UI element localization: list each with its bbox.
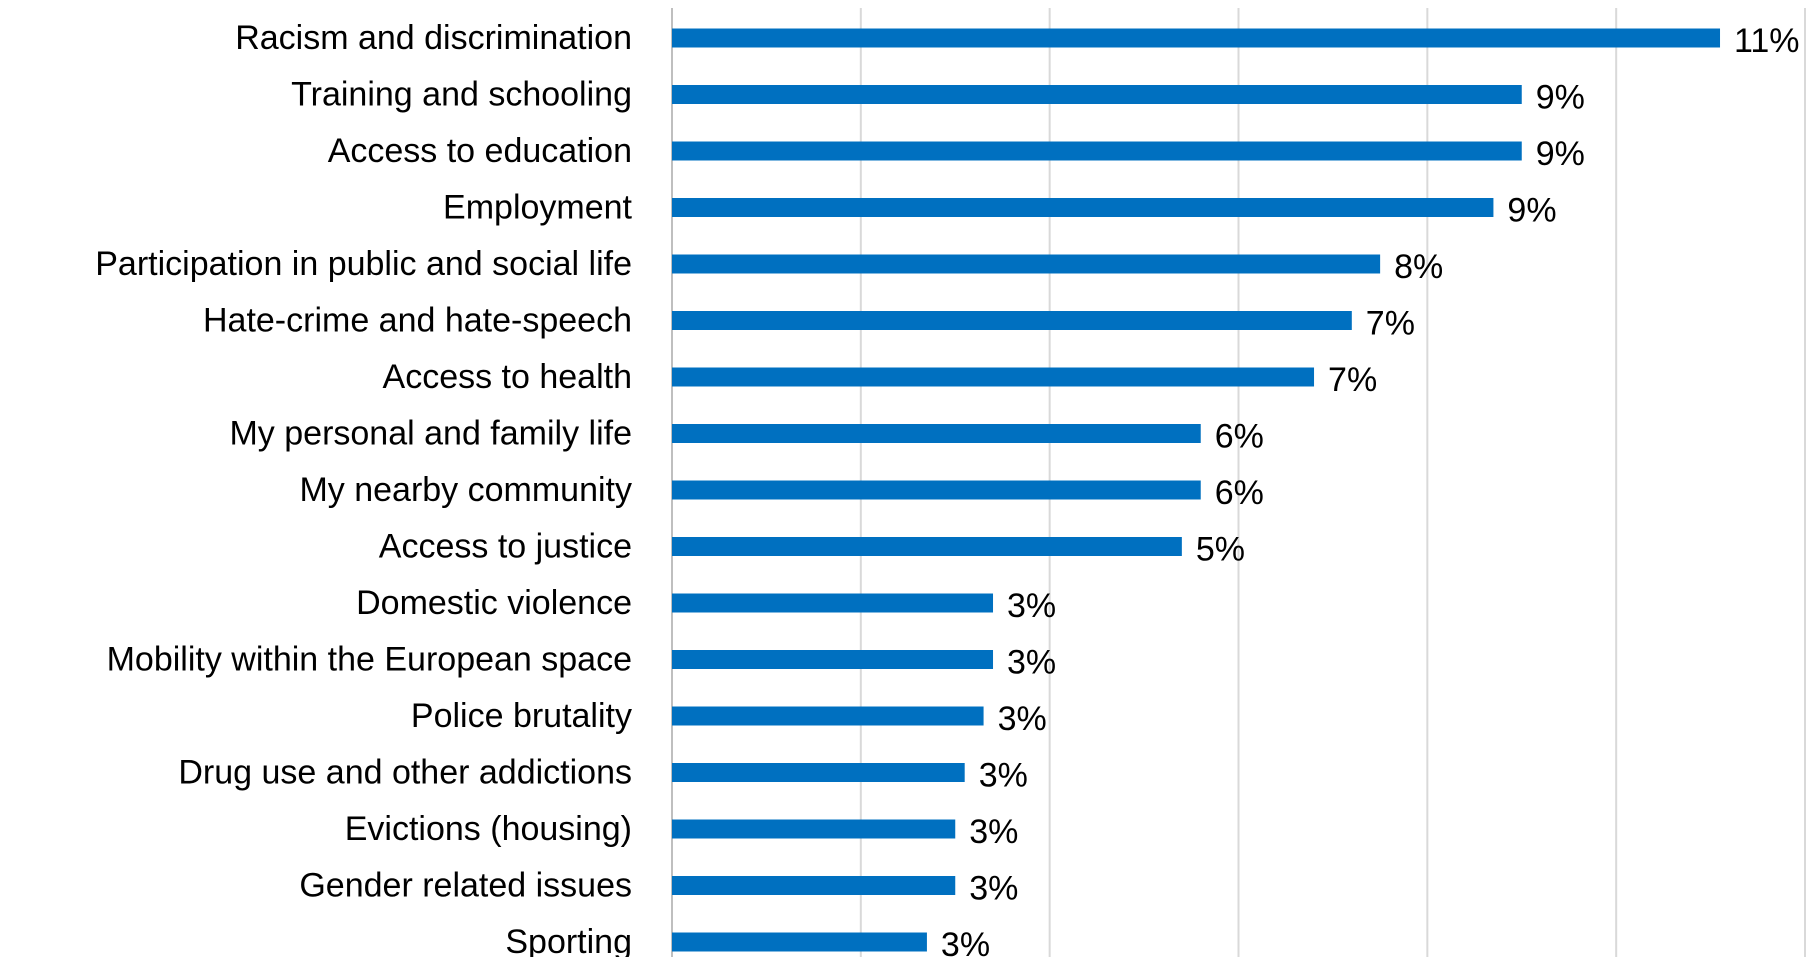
data-label: 3% — [979, 757, 1028, 795]
bar — [672, 593, 994, 613]
bar — [672, 254, 1381, 274]
bar — [672, 876, 956, 895]
category-label: My personal and family life — [229, 415, 632, 453]
data-label: 3% — [1007, 644, 1056, 682]
bar — [672, 480, 1201, 500]
category-label: Access to justice — [379, 528, 632, 566]
data-label: 7% — [1328, 361, 1377, 399]
bar — [672, 424, 1201, 443]
data-label: 9% — [1536, 135, 1585, 173]
category-label: Hate-crime and hate-speech — [203, 302, 632, 340]
category-label: Domestic violence — [356, 584, 632, 622]
data-label: 6% — [1215, 474, 1264, 512]
bar — [672, 932, 927, 952]
bars — [672, 28, 1721, 952]
data-label: 9% — [1536, 79, 1585, 117]
category-label: Mobility within the European space — [107, 641, 632, 679]
data-labels: 11% 9% 9% 9% 8% 7% 7% 6% 6% 5% 3% 3% 3% 3% 3% 3% 3% — [941, 22, 1800, 957]
category-label: Racism and discrimination — [235, 19, 632, 57]
category-label: Employment — [443, 189, 633, 227]
bar — [672, 537, 1182, 556]
category-label: Training and schooling — [291, 76, 632, 114]
bar — [672, 819, 956, 839]
bar — [672, 311, 1352, 330]
bar — [672, 85, 1522, 104]
data-label: 6% — [1215, 418, 1264, 456]
data-label: 3% — [1007, 587, 1056, 625]
category-label: Evictions (housing) — [345, 810, 632, 848]
data-label: 3% — [941, 926, 990, 957]
category-label: Access to education — [328, 132, 632, 170]
bar — [672, 367, 1315, 387]
bar — [672, 141, 1522, 161]
data-label: 7% — [1366, 305, 1415, 343]
category-label: My nearby community — [299, 471, 632, 509]
category-labels: Racism and discrimination Training and sc… — [95, 19, 632, 957]
category-label: Police brutality — [411, 697, 632, 735]
bar — [672, 650, 994, 669]
data-label: 3% — [969, 870, 1018, 908]
data-label: 5% — [1196, 531, 1245, 569]
data-label: 3% — [969, 813, 1018, 851]
category-label: Gender related issues — [299, 867, 632, 905]
bar — [672, 198, 1494, 217]
category-label: Sporting — [505, 923, 632, 957]
data-label: 3% — [998, 700, 1047, 738]
category-label: Access to health — [383, 358, 632, 396]
data-label: 8% — [1394, 248, 1443, 286]
data-label: 9% — [1507, 192, 1556, 230]
bar — [672, 706, 984, 726]
category-label: Participation in public and social life — [95, 245, 632, 283]
bar — [672, 763, 965, 782]
category-label: Drug use and other addictions — [178, 754, 632, 792]
data-label: 11% — [1734, 22, 1800, 60]
bar — [672, 28, 1721, 48]
